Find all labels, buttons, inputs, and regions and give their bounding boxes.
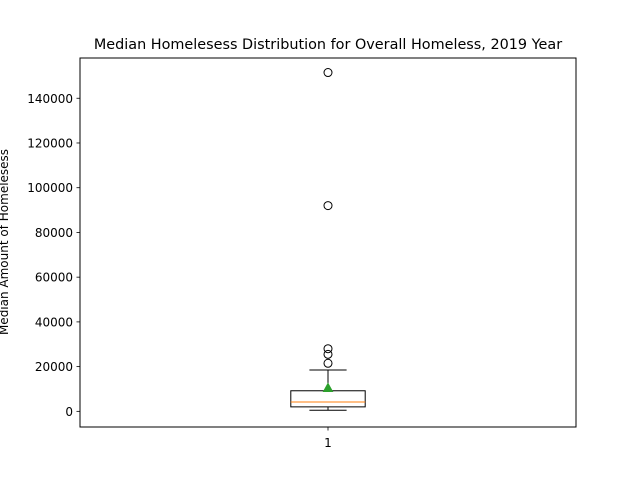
x-axis: 1 <box>324 427 332 450</box>
y-tick-label: 40000 <box>35 315 73 329</box>
y-tick-label: 140000 <box>27 92 73 106</box>
outlier-point <box>323 349 333 359</box>
y-axis-label: Median Amount of Homelesess <box>0 149 11 335</box>
y-tick-label: 100000 <box>27 181 73 195</box>
y-tick-label: 60000 <box>35 271 73 285</box>
outlier-point <box>323 201 333 211</box>
x-tick-label: 1 <box>324 436 332 450</box>
mean-marker <box>322 382 334 392</box>
box-series <box>290 68 366 411</box>
y-tick-label: 120000 <box>27 136 73 150</box>
y-tick-label: 20000 <box>35 360 73 374</box>
chart-title: Median Homelesess Distribution for Overa… <box>94 37 562 53</box>
y-tick-label: 80000 <box>35 226 73 240</box>
outlier-point <box>323 68 333 78</box>
iqr-box <box>290 390 366 408</box>
outlier-point <box>323 358 333 368</box>
outlier-point <box>323 344 333 354</box>
y-tick-label: 0 <box>65 405 73 419</box>
y-axis: 0 20000 40000 60000 80000 100000 120000 140000 <box>27 92 80 419</box>
